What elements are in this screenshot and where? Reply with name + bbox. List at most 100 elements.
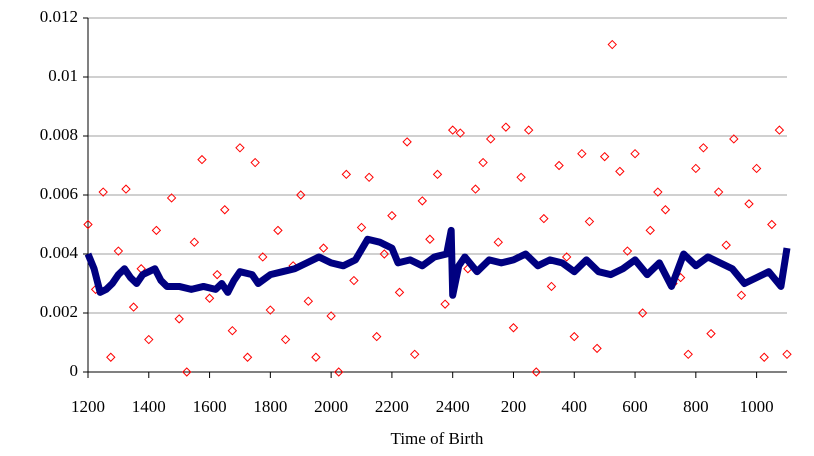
scatter-point xyxy=(349,275,359,286)
x-tick-label: 2400 xyxy=(436,397,470,416)
scatter-point xyxy=(273,225,283,236)
x-tick-label: 1600 xyxy=(193,397,227,416)
scatter-point xyxy=(607,39,617,50)
scatter-point xyxy=(759,352,769,362)
x-tick-label: 1200 xyxy=(71,397,105,416)
scatter-point xyxy=(121,184,131,194)
scatter-point xyxy=(144,334,154,345)
scatter-point xyxy=(341,169,352,180)
scatter-point xyxy=(485,134,496,144)
scatter-point xyxy=(691,163,701,174)
scatter-point xyxy=(653,187,663,197)
scatter-point xyxy=(402,137,412,147)
scatter-point xyxy=(227,325,238,336)
scatter-point xyxy=(98,187,108,197)
scatter-point xyxy=(706,328,716,339)
x-tick-label: 200 xyxy=(501,397,527,416)
y-tick-label: 0 xyxy=(70,361,79,380)
scatter-point xyxy=(379,249,390,259)
scatter-point xyxy=(577,148,587,159)
scatter-point xyxy=(660,205,671,215)
x-tick-label: 400 xyxy=(562,397,588,416)
scatter-point xyxy=(539,213,549,224)
scatter-point xyxy=(637,308,648,318)
x-tick-label: 600 xyxy=(622,397,648,416)
scatter-point xyxy=(409,349,420,360)
scatter-point xyxy=(220,205,230,215)
y-tick-label: 0.012 xyxy=(40,7,78,26)
scatter-point xyxy=(592,343,602,354)
scatter-point xyxy=(554,160,564,171)
scatter-point xyxy=(736,290,747,301)
scatter-point xyxy=(432,169,443,180)
scatter-point xyxy=(189,237,200,247)
scatter-point xyxy=(615,166,625,177)
x-tick-label: 800 xyxy=(683,397,709,416)
scatter-point xyxy=(531,367,541,377)
scatter-point xyxy=(501,122,511,132)
scatter-point xyxy=(296,190,306,200)
scatter-point xyxy=(546,281,557,292)
scatter-point xyxy=(455,128,466,138)
scatter-point xyxy=(387,210,397,221)
scatter-point xyxy=(508,323,519,333)
scatter-point xyxy=(516,172,526,183)
scatter-point xyxy=(372,331,382,342)
scatter-point xyxy=(561,252,572,262)
scatter-point xyxy=(767,219,777,230)
scatter-point xyxy=(698,143,709,153)
scatter-point xyxy=(599,151,610,162)
scatter-point xyxy=(174,314,184,324)
scatter-point xyxy=(394,287,405,298)
scatter-point xyxy=(744,199,754,209)
scatter-point xyxy=(204,293,215,303)
trend-line xyxy=(84,226,791,299)
scatter-point xyxy=(630,148,640,159)
x-tick-label: 1800 xyxy=(253,397,287,416)
scatter-point xyxy=(622,246,633,256)
scatter-point xyxy=(470,184,481,194)
scatter-point xyxy=(334,367,344,377)
x-tick-label: 1400 xyxy=(132,397,166,416)
scatter-point xyxy=(364,172,374,183)
scatter-point xyxy=(417,196,428,206)
scatter-point xyxy=(782,349,792,360)
scatter-point xyxy=(128,302,139,312)
scatter-point xyxy=(721,240,731,250)
scatter-point xyxy=(440,299,450,309)
scatter-point xyxy=(326,311,336,321)
scatter-point xyxy=(182,367,192,377)
scatter-point xyxy=(356,222,367,233)
scatter-point xyxy=(258,252,268,262)
scatter-point xyxy=(569,331,579,342)
y-tick-label: 0.002 xyxy=(40,302,78,321)
y-tick-label: 0.008 xyxy=(40,125,78,144)
scatter-point xyxy=(425,234,435,244)
scatter-point xyxy=(318,243,329,253)
scatter-point xyxy=(250,157,260,168)
scatter-point xyxy=(280,334,291,345)
y-tick-label: 0.004 xyxy=(40,243,79,262)
scatter-point xyxy=(303,296,314,306)
scatter-point xyxy=(751,163,762,174)
scatter-point xyxy=(166,193,177,203)
scatter-point xyxy=(523,125,534,135)
y-tick-label: 0.006 xyxy=(40,184,78,203)
scatter-point xyxy=(242,352,253,362)
scatter-point xyxy=(265,305,276,315)
x-tick-label: 2000 xyxy=(314,397,348,416)
scatter-point xyxy=(493,237,503,247)
y-tick-label: 0.01 xyxy=(48,66,78,85)
scatter-point xyxy=(478,157,488,168)
scatter-point xyxy=(584,216,595,227)
scatter-point xyxy=(212,269,222,280)
scatter-point xyxy=(774,125,785,135)
scatter-point xyxy=(113,246,124,256)
x-axis-label: Time of Birth xyxy=(391,429,484,448)
scatter-point xyxy=(713,187,724,197)
scatter-point xyxy=(197,154,207,165)
scatter-point xyxy=(235,143,245,153)
scatter-point xyxy=(729,134,739,144)
scatter-point xyxy=(645,225,655,236)
